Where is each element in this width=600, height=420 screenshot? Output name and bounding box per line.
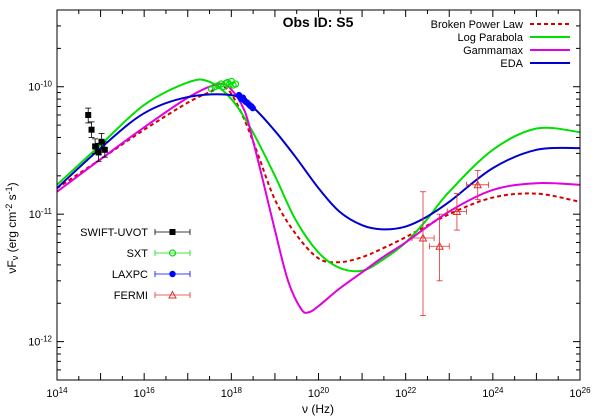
log-parabola-curve — [57, 78, 580, 273]
legend-marker — [168, 249, 177, 257]
swift-uvot-point — [92, 143, 99, 150]
fermi-point — [452, 206, 462, 215]
legend-broken-power-law: Broken Power Law — [431, 19, 570, 31]
model-curves — [57, 78, 580, 314]
legend-sxt: SXT — [127, 248, 191, 260]
y-axis-label-part: -1 — [4, 186, 14, 194]
legend-marker — [169, 229, 176, 235]
legend-label: Broken Power Law — [431, 19, 523, 31]
fermi-point — [435, 241, 444, 250]
y-axis-label-part: (erg cm — [5, 212, 19, 256]
legend-marker — [168, 290, 177, 299]
y-axis-label-part: νF — [5, 260, 19, 273]
fermi-point — [473, 180, 483, 189]
legend-label: LAXPC — [112, 269, 148, 281]
data-points — [85, 77, 490, 317]
sxt-point — [211, 83, 219, 91]
swift-uvot-point — [98, 138, 105, 145]
x-tick-label: 1016 — [134, 386, 156, 400]
legend-swift-uvot: SWIFT-UVOT — [80, 227, 191, 239]
y-axis-label-part: s — [5, 194, 19, 203]
y-axis-label: νFν (erg cm-2 s-1) — [4, 182, 20, 273]
sxt-point — [231, 80, 240, 88]
x-tick-label: 1014 — [46, 386, 68, 400]
gammamax-curve — [57, 82, 580, 314]
y-tick-label: 10-10 — [28, 80, 52, 94]
y-tick-label: 10-11 — [29, 208, 53, 222]
y-axis-label-part: -2 — [4, 204, 14, 212]
laxpc-point — [249, 104, 256, 112]
chart-title: Obs ID: S5 — [283, 14, 354, 30]
sxt-points — [207, 77, 240, 93]
legend-eda: EDA — [500, 58, 570, 70]
legend-label: SWIFT-UVOT — [80, 227, 148, 239]
x-tick-label: 1018 — [221, 386, 243, 400]
x-tick-label: 1026 — [569, 386, 591, 400]
axis-tick-labels: 1014 1016 1018 1020 1022 1024 1026 10-12 10-11 10… — [28, 80, 591, 400]
swift-uvot-point — [88, 126, 95, 133]
y-axis-label-part: ) — [5, 182, 19, 186]
sxt-point — [223, 78, 232, 87]
swift-uvot-point — [85, 112, 92, 119]
broken-power-law-curve — [57, 85, 580, 264]
x-tick-label: 1022 — [395, 386, 417, 400]
legend-log-parabola: Log Parabola — [458, 32, 570, 44]
laxpc-points — [235, 91, 256, 112]
legend-marker — [169, 270, 176, 278]
x-axis-label: ν (Hz) — [302, 402, 334, 416]
legend-laxpc: LAXPC — [112, 269, 191, 281]
axis-ticks — [56, 9, 581, 381]
legend-label: SXT — [127, 248, 149, 260]
fermi-points — [411, 170, 490, 317]
swift-uvot-points — [85, 107, 108, 162]
swift-uvot-point — [101, 146, 108, 153]
legend-label: Log Parabola — [458, 32, 524, 44]
fermi-point — [418, 233, 428, 242]
eda-curve — [57, 93, 580, 231]
legend-label: Gammamax — [463, 45, 523, 57]
legend-datasets: SWIFT-UVOT SXT LAXPC FERMI — [80, 227, 191, 302]
swift-uvot-point — [95, 149, 102, 156]
x-tick-label: 1020 — [308, 386, 330, 400]
x-tick-label: 1024 — [482, 386, 504, 400]
legend-fermi: FERMI — [114, 290, 191, 302]
y-tick-label: 10-12 — [28, 335, 52, 349]
legend-label: FERMI — [114, 290, 148, 302]
y-axis-label-part: ν — [10, 255, 20, 260]
legend-gammamax: Gammamax — [463, 45, 570, 57]
legend-label: EDA — [500, 58, 523, 70]
